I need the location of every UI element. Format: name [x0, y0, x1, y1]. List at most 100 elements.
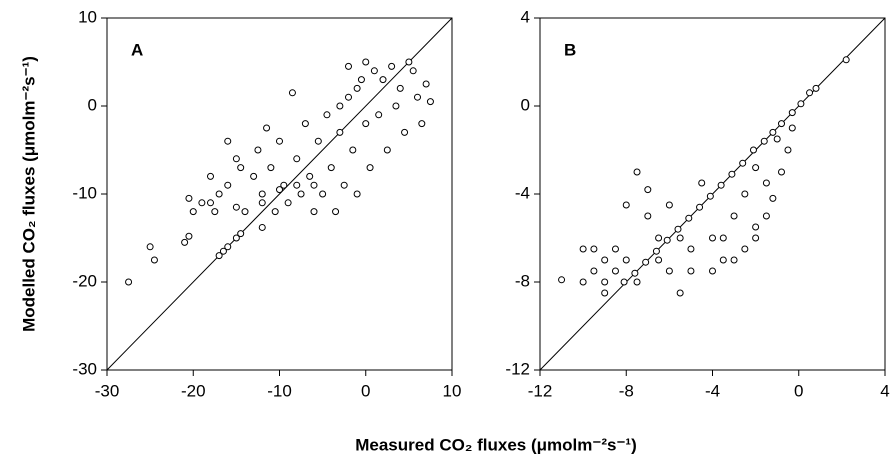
data-point: [698, 179, 706, 187]
data-point: [655, 234, 663, 242]
data-point: [250, 172, 258, 180]
data-point: [357, 76, 365, 84]
data-point: [728, 170, 736, 178]
data-point: [652, 247, 660, 255]
data-point: [426, 98, 434, 106]
x-tick-label: -12: [528, 381, 553, 400]
data-point: [185, 194, 193, 202]
data-point: [739, 159, 747, 167]
data-point: [336, 128, 344, 136]
data-point: [655, 256, 663, 264]
data-point: [644, 186, 652, 194]
panel-label: A: [131, 40, 143, 59]
data-point: [631, 269, 639, 277]
data-point: [709, 234, 716, 242]
data-point: [237, 164, 245, 172]
data-point: [797, 100, 805, 108]
data-point: [773, 135, 781, 143]
data-point: [622, 256, 630, 264]
y-tick-label: -20: [72, 271, 97, 290]
data-point: [685, 214, 693, 222]
data-point: [345, 62, 352, 70]
data-point: [558, 276, 566, 284]
data-point: [319, 190, 327, 198]
data-point: [224, 243, 232, 251]
y-axis-label: Modelled CO₂ fluxes (μmolm⁻²s⁻¹): [19, 56, 38, 332]
data-point: [687, 267, 695, 275]
data-point: [392, 102, 400, 110]
data-point: [267, 164, 275, 172]
data-point: [778, 120, 785, 128]
data-point: [784, 146, 792, 154]
data-point: [306, 172, 314, 180]
data-point: [752, 234, 760, 242]
data-point: [676, 234, 684, 242]
data-point: [663, 236, 671, 244]
data-point: [769, 128, 777, 136]
data-point: [601, 256, 609, 264]
y-tick-label: -12: [505, 359, 530, 378]
data-point: [232, 234, 240, 242]
data-point: [258, 199, 266, 207]
data-point: [288, 89, 296, 97]
data-point: [611, 267, 619, 275]
data-point: [198, 199, 206, 207]
data-point: [301, 120, 309, 128]
data-point: [215, 252, 223, 260]
y-tick-label: -10: [72, 183, 97, 202]
y-tick-label: -8: [515, 271, 530, 290]
data-point: [276, 137, 283, 145]
data-point: [293, 181, 301, 189]
data-point: [345, 93, 352, 101]
data-point: [146, 243, 154, 251]
data-point: [297, 190, 305, 198]
data-point: [752, 223, 760, 231]
data-point: [293, 155, 301, 163]
data-point: [422, 80, 430, 88]
data-point: [762, 179, 770, 187]
y-tick-label: -30: [72, 359, 97, 378]
x-tick-label: 4: [880, 381, 889, 400]
data-point: [224, 137, 232, 145]
data-point: [717, 181, 725, 189]
x-tick-label: -30: [95, 381, 120, 400]
data-point: [189, 208, 197, 216]
data-point: [379, 76, 387, 84]
data-point: [590, 245, 598, 253]
data-point: [314, 137, 322, 145]
data-point: [349, 146, 357, 154]
data-point: [284, 199, 292, 207]
data-point: [687, 245, 695, 253]
y-tick-label: -4: [515, 183, 530, 202]
data-point: [842, 56, 850, 64]
data-point: [769, 194, 777, 202]
data-point: [125, 278, 133, 286]
data-point: [622, 201, 630, 209]
data-point: [620, 278, 628, 286]
data-point: [327, 164, 335, 172]
data-point: [579, 278, 587, 286]
data-point: [674, 225, 682, 233]
data-point: [207, 199, 214, 207]
data-point: [362, 120, 370, 128]
y-tick-label: 10: [78, 7, 97, 26]
data-point: [271, 208, 279, 216]
y-tick-label: 0: [88, 95, 97, 114]
x-tick-label: -10: [267, 381, 292, 400]
data-point: [730, 256, 738, 264]
data-point: [644, 212, 652, 220]
data-point: [340, 181, 348, 189]
data-point: [219, 247, 227, 255]
data-point: [642, 258, 650, 266]
data-point: [601, 278, 609, 286]
data-point: [749, 146, 757, 154]
x-tick-label: -4: [705, 381, 720, 400]
data-point: [665, 201, 673, 209]
data-point: [806, 89, 814, 97]
data-point: [788, 109, 796, 117]
data-point: [696, 203, 704, 211]
data-point: [366, 164, 374, 172]
data-point: [254, 146, 262, 154]
data-point: [752, 164, 760, 172]
data-point: [730, 212, 738, 220]
